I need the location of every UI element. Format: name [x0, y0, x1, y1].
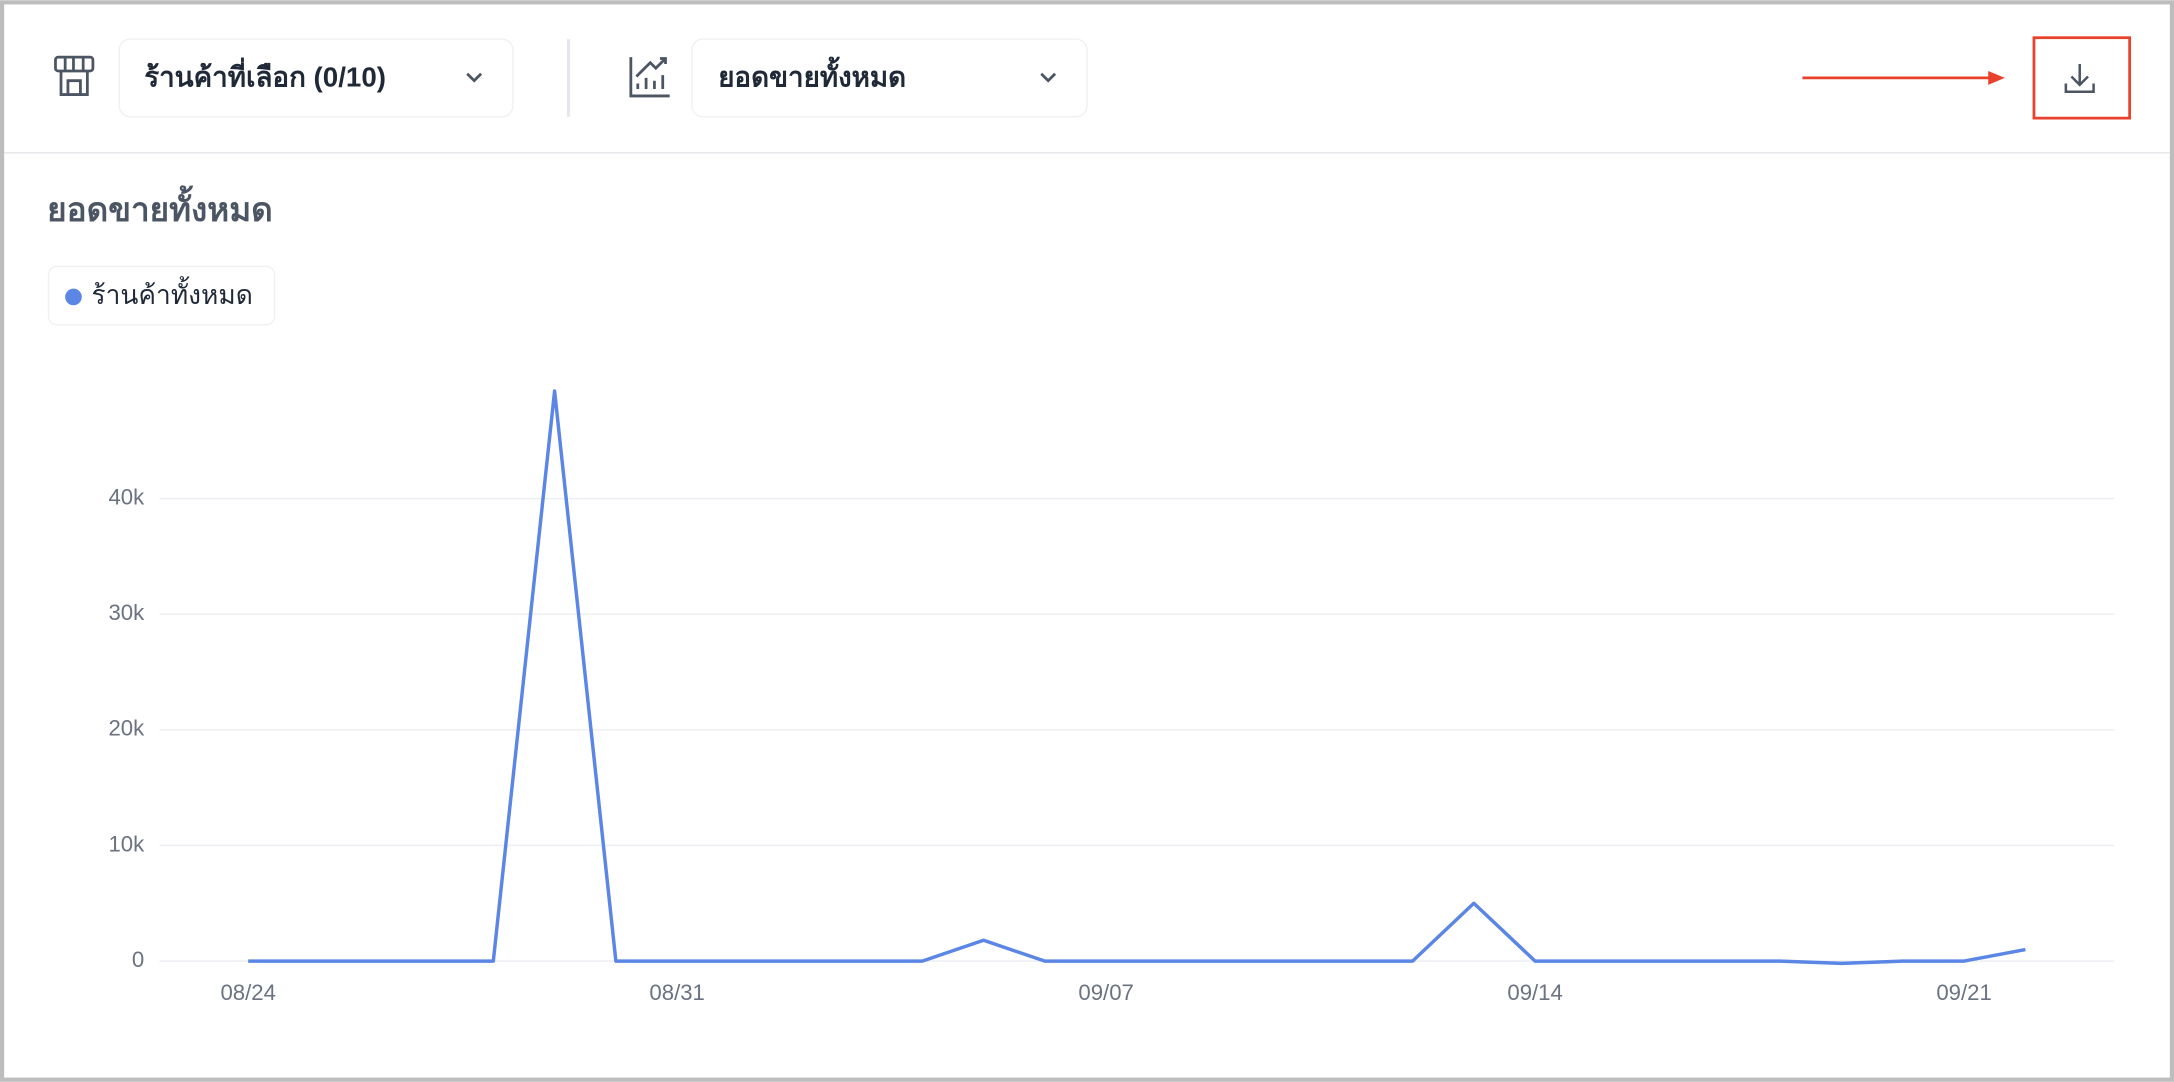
- x-tick-label: 09/07: [1078, 980, 1133, 1005]
- download-button[interactable]: [2052, 52, 2107, 107]
- series-line: [248, 389, 2026, 966]
- y-tick-label: 20k: [108, 716, 145, 741]
- store-dropdown-label: ร้านค้าที่เลือก (0/10): [144, 57, 386, 93]
- y-tick-label: 0: [132, 947, 144, 972]
- legend: [47, 265, 276, 326]
- x-tick-label: 08/24: [220, 980, 275, 1005]
- store-dropdown[interactable]: [118, 38, 514, 118]
- metric-dropdown[interactable]: [691, 38, 1088, 118]
- chart-title: ยอดขายทั้งหมด: [47, 185, 273, 229]
- annotation-box: [2032, 36, 2132, 120]
- y-tick-label: 10k: [108, 831, 145, 856]
- y-tick-label: 30k: [108, 600, 145, 625]
- store-icon: [54, 55, 95, 96]
- chart-icon: [629, 57, 670, 98]
- annotation-arrowhead: [1988, 70, 2005, 85]
- x-tick-label: 08/31: [649, 980, 704, 1005]
- chevron: [1040, 72, 1057, 83]
- metric-dropdown-label: ยอดขายทั้งหมด: [718, 57, 906, 93]
- legend-swatch: [65, 288, 82, 306]
- x-tick-label: 09/14: [1507, 980, 1562, 1005]
- y-tick-label: 40k: [108, 484, 145, 509]
- legend-label: ร้านค้าทั้งหมด: [92, 276, 253, 310]
- x-tick-label: 09/21: [1936, 980, 1991, 1005]
- chevron: [466, 72, 483, 83]
